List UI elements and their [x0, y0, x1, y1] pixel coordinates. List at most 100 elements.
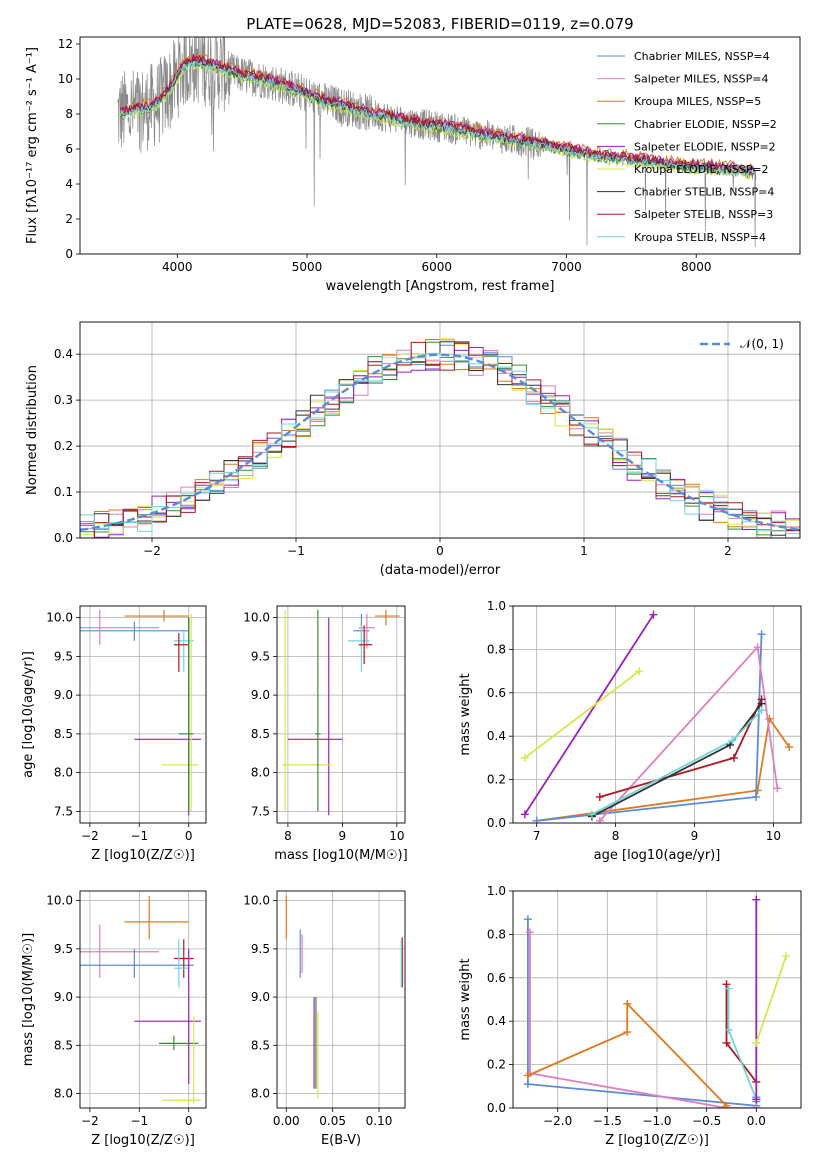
- axes-frame: [512, 605, 802, 824]
- chart-z-age: −2 −1 0 7.5 8.0 8.5 9.0 9.5 10.0 Z [log10(Z/Z☉)] a…: [21, 605, 207, 863]
- x-tick-label: 8: [612, 829, 620, 843]
- y-axis-label: Flux [fλ10⁻¹⁷ erg cm⁻² s⁻¹ A⁻¹]: [25, 47, 40, 244]
- plot-area: [520, 610, 794, 823]
- x-tick-label: −0.5: [692, 1114, 721, 1128]
- errorbar-point-3: [173, 939, 194, 978]
- y-tick-label: 9.0: [251, 688, 270, 702]
- histogram-series-7: [80, 341, 800, 538]
- errorbar-point-6: [161, 613, 199, 812]
- errorbar-point-0: [124, 609, 189, 622]
- y-tick-label: 0.6: [487, 971, 506, 985]
- x-axis-label: (data-model)/error: [380, 563, 501, 578]
- weight-marker: [587, 810, 596, 819]
- y-tick-label: 8.0: [251, 766, 270, 780]
- weight-marker: [728, 736, 737, 745]
- x-axis-label: Z [log10(Z/Z☉)]: [91, 848, 195, 863]
- histogram-series-8: [80, 352, 800, 535]
- x-tick-label: 10: [766, 829, 781, 843]
- legend-label-5: Kroupa ELODIE, NSSP=2: [634, 163, 768, 176]
- y-tick-label: 0.2: [487, 773, 506, 787]
- axes-frame: [276, 605, 406, 824]
- y-tick-label: 10.0: [243, 611, 270, 625]
- errorbar-point-4: [173, 633, 189, 672]
- x-axis-label: age [log10(age/yr)]: [594, 848, 721, 863]
- weight-marker: [753, 643, 762, 652]
- weight-marker: [722, 1101, 731, 1108]
- y-tick-label: 0.4: [487, 729, 506, 743]
- y-tick-label: 2: [65, 212, 73, 226]
- weight-line-1: [529, 932, 757, 1108]
- legend-label-2: Kroupa MILES, NSSP=5: [634, 95, 761, 108]
- y-tick-label: 10.0: [243, 894, 270, 908]
- x-tick-label: 8: [284, 829, 292, 843]
- weight-line-2: [527, 1001, 728, 1107]
- weight-marker: [595, 816, 604, 823]
- y-tick-label: 0.2: [54, 439, 73, 453]
- weight-line-1: [524, 670, 640, 759]
- weight-marker: [722, 1038, 731, 1047]
- y-tick-label: 9.5: [54, 649, 73, 663]
- x-tick-label: 0.0: [747, 1114, 766, 1128]
- weight-marker: [773, 784, 782, 793]
- x-tick-label: −1: [130, 1114, 148, 1128]
- y-tick-label: 8.0: [54, 766, 73, 780]
- errorbar-point-3: [347, 625, 370, 672]
- y-tick-label: 12: [58, 37, 73, 51]
- y-axis-label: age [log10(age/yr)]: [21, 651, 36, 778]
- y-tick-label: 0.3: [54, 393, 73, 407]
- plot-area: [285, 895, 403, 1099]
- y-tick-label: 8: [65, 107, 73, 121]
- weight-marker: [752, 1038, 761, 1047]
- errorbar-point-3: [173, 629, 194, 672]
- weight-marker: [782, 952, 791, 961]
- errorbar-point-7: [315, 609, 321, 812]
- errorbar-point-6: [282, 609, 332, 812]
- x-tick-label: −1: [130, 829, 148, 843]
- y-tick-label: 9.0: [251, 990, 270, 1004]
- y-tick-label: 0.8: [487, 927, 506, 941]
- weight-marker: [757, 706, 766, 715]
- plot-area: [80, 895, 202, 1104]
- chart-age-weight: 7 8 9 10 0.0 0.2 0.4 0.6 0.8 1.0 age [log10(age/yr…: [458, 599, 802, 863]
- y-tick-label: 4: [65, 177, 73, 191]
- errorbar-point-7: [178, 617, 194, 812]
- plot-area: [282, 609, 400, 816]
- chart-z-weight: −2.0 −1.5 −1.0 −0.5 0.0 0.0 0.2 0.4 0.6 0.8 1.0 Z […: [458, 884, 802, 1148]
- y-tick-label: 0.8: [487, 642, 506, 656]
- y-tick-label: 0.1: [54, 485, 73, 499]
- x-tick-label: 0: [436, 544, 444, 558]
- x-tick-label: 9: [339, 829, 347, 843]
- axes-frame: [79, 36, 801, 255]
- y-tick-label: 10: [58, 72, 73, 86]
- x-tick-label: −2.0: [543, 1114, 572, 1128]
- x-axis-label: E(B-V): [321, 1133, 361, 1148]
- x-tick-label: 0: [185, 829, 193, 843]
- legend-label-8: Kroupa STELIB, NSSP=4: [634, 231, 766, 244]
- x-tick-label: 6000: [421, 260, 452, 274]
- weight-marker: [729, 753, 738, 762]
- chart-ebv-mass: 0.00 0.05 0.10 8.0 8.5 9.0 9.5 10.0 E(B-V): [243, 890, 406, 1148]
- weight-marker: [752, 1095, 761, 1104]
- normal-reference-curve: [80, 353, 800, 532]
- errorbar-point-0: [124, 895, 189, 940]
- plot-area: [523, 895, 791, 1108]
- weight-line-6: [755, 955, 787, 1044]
- weight-marker: [523, 1080, 532, 1089]
- x-axis-label: wavelength [Angstrom, rest frame]: [326, 279, 555, 294]
- weight-marker: [623, 1028, 632, 1037]
- weight-marker: [649, 610, 658, 619]
- plot-area: [117, 37, 757, 248]
- y-tick-label: 8.5: [54, 727, 73, 741]
- y-tick-label: 0.4: [487, 1014, 506, 1028]
- y-tick-label: 10.0: [46, 894, 73, 908]
- y-axis-label: mass weight: [458, 958, 473, 1040]
- figure-title: PLATE=0628, MJD=52083, FIBERID=0119, z=0…: [246, 15, 633, 33]
- y-tick-label: 0.4: [54, 347, 73, 361]
- x-tick-label: 0: [185, 1114, 193, 1128]
- y-tick-label: 8.0: [54, 1087, 73, 1101]
- weight-marker: [752, 895, 761, 904]
- y-tick-label: 8.0: [251, 1087, 270, 1101]
- errorbar-point-0: [375, 609, 400, 626]
- plot-area: [80, 338, 800, 538]
